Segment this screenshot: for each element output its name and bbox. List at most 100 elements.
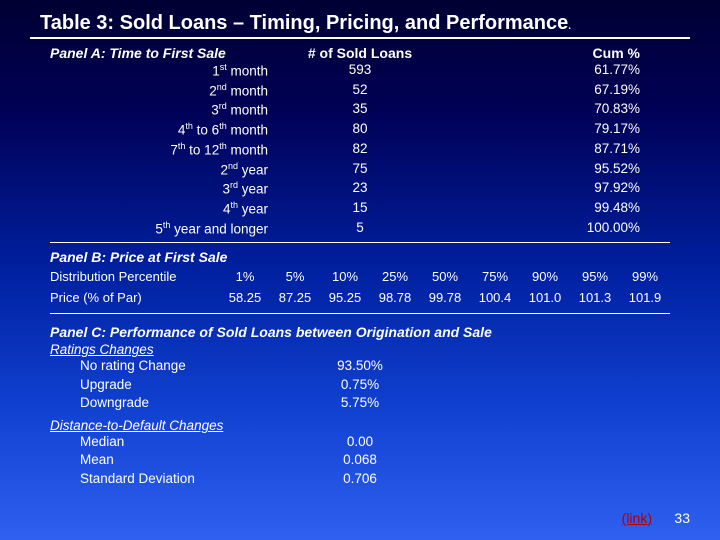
- row-cum: 97.92%: [440, 179, 640, 199]
- row-value: 93.50%: [280, 357, 440, 375]
- row-value: 0.00: [280, 433, 440, 451]
- row-cum: 99.48%: [440, 199, 640, 219]
- price-cell: 101.0: [520, 290, 570, 305]
- panel-c-title: Panel C: Performance of Sold Loans betwe…: [50, 324, 670, 340]
- row-cum: 87.71%: [440, 140, 640, 160]
- row-label: 4th to 6th month: [50, 120, 280, 140]
- price-cell: 98.78: [370, 290, 420, 305]
- table-row: No rating Change93.50%: [50, 357, 670, 375]
- row-count: 82: [280, 140, 440, 160]
- panel-b-percentile-cells: 1%5%10%25%50%75%90%95%99%: [220, 269, 670, 284]
- panel-b-title: Panel B: Price at First Sale: [50, 249, 670, 265]
- content-area: Panel A: Time to First Sale # of Sold Lo…: [0, 45, 720, 488]
- footer-link[interactable]: (link): [622, 510, 652, 526]
- table-row: Upgrade0.75%: [50, 376, 670, 394]
- row-cum: 95.52%: [440, 160, 640, 180]
- table-row: 3rd year2397.92%: [50, 179, 670, 199]
- panel-b-price-row: Price (% of Par) 58.2587.2595.2598.7899.…: [50, 290, 670, 305]
- panel-a-col3: Cum %: [440, 45, 640, 61]
- row-label: 2nd month: [50, 81, 280, 101]
- panel-c-sub1: Ratings Changes: [50, 342, 670, 357]
- page-number: 33: [674, 510, 690, 526]
- price-cell: 95.25: [320, 290, 370, 305]
- panel-a-title: Panel A: Time to First Sale: [50, 45, 280, 61]
- row-value: 5.75%: [280, 394, 440, 412]
- row-label: Standard Deviation: [50, 470, 280, 488]
- row-count: 80: [280, 120, 440, 140]
- row-label: Upgrade: [50, 376, 280, 394]
- panel-a-col2: # of Sold Loans: [280, 45, 440, 61]
- table-row: 2nd year7595.52%: [50, 160, 670, 180]
- table-row: 3rd month3570.83%: [50, 100, 670, 120]
- row-count: 35: [280, 100, 440, 120]
- percentile-cell: 5%: [270, 269, 320, 284]
- row-value: 0.068: [280, 451, 440, 469]
- table-row: 4th to 6th month8079.17%: [50, 120, 670, 140]
- row-cum: 67.19%: [440, 81, 640, 101]
- panel-c-dtd: Median0.00Mean0.068Standard Deviation0.7…: [50, 433, 670, 488]
- panel-b-row1-label: Distribution Percentile: [50, 269, 220, 284]
- price-cell: 101.9: [620, 290, 670, 305]
- row-label: Mean: [50, 451, 280, 469]
- row-value: 0.75%: [280, 376, 440, 394]
- price-cell: 58.25: [220, 290, 270, 305]
- row-label: 5th year and longer: [50, 219, 280, 239]
- percentile-cell: 50%: [420, 269, 470, 284]
- row-label: 1st month: [50, 61, 280, 81]
- percentile-cell: 1%: [220, 269, 270, 284]
- table-row: 1st month59361.77%: [50, 61, 670, 81]
- row-count: 52: [280, 81, 440, 101]
- price-cell: 101.3: [570, 290, 620, 305]
- panel-c: Panel C: Performance of Sold Loans betwe…: [50, 324, 670, 487]
- title-underline: [30, 37, 690, 39]
- row-count: 5: [280, 219, 440, 239]
- percentile-cell: 25%: [370, 269, 420, 284]
- row-count: 75: [280, 160, 440, 180]
- table-row: Median0.00: [50, 433, 670, 451]
- price-cell: 100.4: [470, 290, 520, 305]
- title-period: .: [568, 21, 571, 32]
- row-count: 23: [280, 179, 440, 199]
- title-text: Table 3: Sold Loans – Timing, Pricing, a…: [40, 12, 568, 34]
- row-label: 4th year: [50, 199, 280, 219]
- row-label: 7th to 12th month: [50, 140, 280, 160]
- percentile-cell: 90%: [520, 269, 570, 284]
- row-label: Median: [50, 433, 280, 451]
- panel-b: Panel B: Price at First Sale Distributio…: [50, 249, 670, 305]
- slide-title: Table 3: Sold Loans – Timing, Pricing, a…: [0, 0, 720, 37]
- divider: [50, 242, 670, 243]
- row-cum: 100.00%: [440, 219, 640, 239]
- row-label: No rating Change: [50, 357, 280, 375]
- divider: [50, 313, 670, 314]
- panel-b-row2-label: Price (% of Par): [50, 290, 220, 305]
- table-row: Mean0.068: [50, 451, 670, 469]
- row-count: 593: [280, 61, 440, 81]
- row-label: 3rd month: [50, 100, 280, 120]
- panel-c-sub2: Distance-to-Default Changes: [50, 418, 670, 433]
- panel-b-percentile-row: Distribution Percentile 1%5%10%25%50%75%…: [50, 269, 670, 284]
- row-label: Downgrade: [50, 394, 280, 412]
- panel-a-rows: 1st month59361.77%2nd month5267.19%3rd m…: [50, 61, 670, 238]
- row-cum: 61.77%: [440, 61, 640, 81]
- percentile-cell: 10%: [320, 269, 370, 284]
- price-cell: 99.78: [420, 290, 470, 305]
- row-count: 15: [280, 199, 440, 219]
- panel-b-price-cells: 58.2587.2595.2598.7899.78100.4101.0101.3…: [220, 290, 670, 305]
- row-cum: 70.83%: [440, 100, 640, 120]
- table-row: Downgrade5.75%: [50, 394, 670, 412]
- row-label: 3rd year: [50, 179, 280, 199]
- row-value: 0.706: [280, 470, 440, 488]
- row-cum: 79.17%: [440, 120, 640, 140]
- percentile-cell: 99%: [620, 269, 670, 284]
- table-row: 5th year and longer5100.00%: [50, 219, 670, 239]
- price-cell: 87.25: [270, 290, 320, 305]
- percentile-cell: 75%: [470, 269, 520, 284]
- table-row: 4th year1599.48%: [50, 199, 670, 219]
- table-row: Standard Deviation0.706: [50, 470, 670, 488]
- table-row: 7th to 12th month8287.71%: [50, 140, 670, 160]
- percentile-cell: 95%: [570, 269, 620, 284]
- panel-a-header-row: Panel A: Time to First Sale # of Sold Lo…: [50, 45, 670, 61]
- panel-c-ratings: No rating Change93.50%Upgrade0.75%Downgr…: [50, 357, 670, 412]
- row-label: 2nd year: [50, 160, 280, 180]
- table-row: 2nd month5267.19%: [50, 81, 670, 101]
